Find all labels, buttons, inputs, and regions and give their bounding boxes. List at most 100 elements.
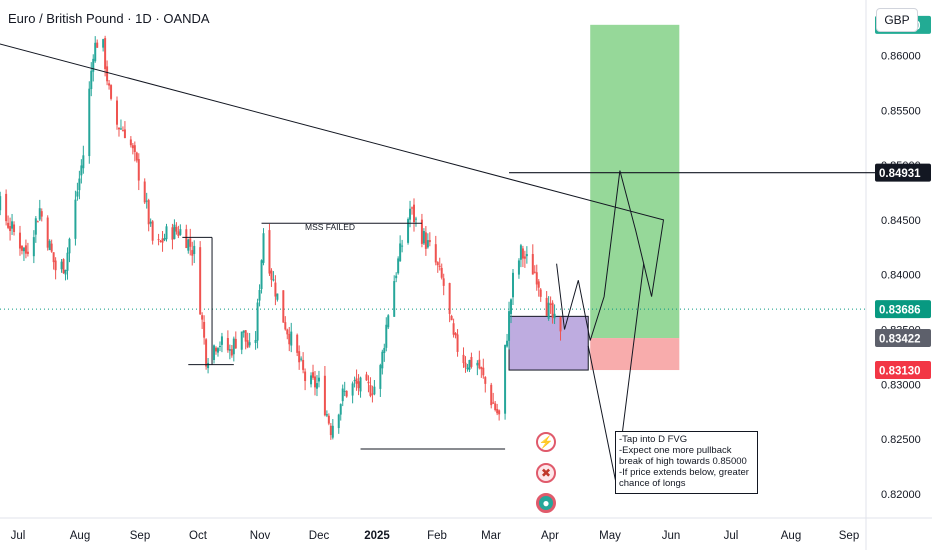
mss-failed-label: MSS FAILED [305, 222, 356, 232]
candle-body [145, 200, 148, 202]
trade-note-box[interactable]: -Tap into D FVG -Expect one more pullbac… [615, 431, 758, 494]
candle-body [312, 372, 315, 378]
candle-body [290, 331, 293, 346]
candle-body [508, 311, 511, 341]
candle-body [13, 224, 16, 232]
candle-body [48, 240, 51, 251]
candle-body [533, 271, 536, 273]
candle-body [454, 333, 457, 336]
candle-body [304, 371, 307, 382]
candle-body [492, 402, 495, 404]
candle-body [94, 42, 97, 62]
candle-body [325, 414, 328, 416]
candle-body [228, 349, 231, 351]
candle-body [159, 240, 162, 242]
candle-body [420, 219, 423, 244]
candle-body [512, 272, 514, 298]
candle-body [179, 229, 182, 235]
y-tick-label: 0.83000 [881, 379, 921, 391]
candle-body [476, 362, 479, 366]
candle-body [397, 258, 400, 274]
candle-body [157, 239, 160, 241]
x-tick-label: Dec [309, 530, 330, 542]
candle-body [343, 390, 346, 392]
candle-body [331, 425, 334, 438]
candle-body [22, 247, 25, 252]
candle-body [323, 375, 326, 416]
candle-body [393, 281, 396, 317]
candle-body [36, 221, 39, 223]
stop-price-tag-bg [875, 361, 931, 380]
last-price-tag-bg [875, 329, 931, 348]
candle-body [7, 222, 10, 228]
candle-body [442, 278, 445, 286]
candle-body [165, 226, 168, 240]
candle-body [175, 226, 178, 232]
candle-body [96, 42, 99, 48]
candle-body [232, 338, 235, 355]
candle-body [163, 238, 166, 241]
candle-body [80, 165, 83, 176]
candle-body [387, 315, 390, 328]
candle-body [220, 336, 223, 345]
candle-body [173, 224, 176, 239]
candle-body [108, 83, 111, 86]
candle-body [76, 191, 79, 197]
candle-body [187, 239, 190, 251]
candle-body [464, 362, 467, 368]
candle-body [355, 378, 358, 384]
x-tick-label: Apr [541, 530, 559, 542]
symbol-title[interactable]: Euro / British Pound · 1D · OANDA [8, 11, 210, 26]
stop-price-tag: 0.83130 [879, 366, 921, 378]
candle-body [531, 254, 534, 275]
candle-body [104, 38, 107, 70]
candle-body [117, 127, 120, 130]
candle-body [9, 226, 12, 232]
candle-body [539, 289, 542, 297]
projection-path [0, 43, 665, 341]
candle-body [337, 414, 340, 429]
candle-body [395, 275, 398, 279]
candle-body [357, 381, 360, 389]
key-level-price-tag: 0.84931 [879, 168, 921, 180]
lightning-event-icon[interactable]: ⚡ [536, 432, 556, 452]
candle-body [52, 252, 55, 263]
candle-body [413, 204, 415, 223]
current-price-tag: 0.83686 [879, 305, 921, 317]
candle-body [496, 409, 499, 414]
candle-body [537, 281, 540, 288]
candle-body [32, 237, 35, 257]
candle-body [517, 260, 520, 275]
candle-body [242, 330, 245, 333]
x-tick-label: Oct [189, 530, 208, 542]
earnings-event-icon[interactable]: ● [536, 493, 556, 513]
note-line: -Tap into D FVG [619, 434, 688, 445]
zone-target [590, 24, 680, 339]
candle-body [288, 333, 291, 345]
candle-body [367, 381, 370, 384]
candle-body [258, 289, 261, 301]
candle-body [298, 351, 301, 363]
candle-body [205, 339, 208, 367]
candle-body [246, 340, 249, 348]
candle-body [424, 232, 427, 249]
candle-body [213, 345, 216, 360]
candle-body [207, 362, 210, 369]
candle-body [131, 145, 134, 149]
candle-body [92, 58, 95, 72]
currency-button[interactable]: GBP [876, 8, 918, 32]
candle-body [133, 145, 136, 152]
candle-body [401, 245, 404, 247]
candle-body [171, 227, 174, 240]
candle-body [54, 260, 57, 271]
candle-body [129, 139, 132, 146]
candle-body [286, 329, 289, 335]
candle-body [438, 265, 441, 267]
candle-body [149, 221, 152, 224]
y-tick-label: 0.86000 [881, 51, 921, 63]
candle-body [407, 219, 410, 243]
candle-body [248, 342, 251, 346]
uk-flag-event-icon[interactable]: ✖ [536, 463, 556, 483]
